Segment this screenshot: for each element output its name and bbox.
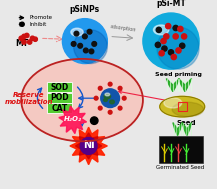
- Circle shape: [87, 29, 92, 34]
- Circle shape: [118, 106, 122, 110]
- Circle shape: [108, 110, 112, 114]
- Circle shape: [30, 36, 35, 40]
- Text: pSiNPs: pSiNPs: [70, 5, 100, 14]
- Circle shape: [89, 49, 94, 54]
- Circle shape: [78, 43, 82, 48]
- Ellipse shape: [104, 94, 111, 99]
- Circle shape: [19, 36, 23, 40]
- Circle shape: [20, 22, 24, 26]
- Polygon shape: [166, 79, 179, 92]
- FancyBboxPatch shape: [47, 93, 72, 103]
- Text: Seed: Seed: [176, 120, 196, 126]
- Circle shape: [71, 42, 76, 46]
- Circle shape: [122, 96, 126, 100]
- Ellipse shape: [157, 27, 199, 69]
- Ellipse shape: [110, 100, 114, 104]
- Ellipse shape: [153, 25, 169, 35]
- Ellipse shape: [21, 59, 143, 141]
- Circle shape: [164, 34, 169, 39]
- Circle shape: [168, 50, 174, 55]
- Polygon shape: [182, 122, 192, 136]
- Text: Reserve
mobilization: Reserve mobilization: [5, 92, 53, 105]
- Circle shape: [155, 42, 161, 47]
- Ellipse shape: [164, 98, 182, 108]
- Text: Germinated Seed: Germinated Seed: [156, 165, 204, 170]
- Circle shape: [171, 54, 176, 60]
- Circle shape: [166, 23, 171, 29]
- Polygon shape: [76, 133, 102, 159]
- Text: Inhibit: Inhibit: [30, 22, 47, 27]
- Polygon shape: [173, 122, 182, 136]
- Circle shape: [94, 96, 98, 100]
- Circle shape: [143, 13, 199, 69]
- Circle shape: [80, 138, 97, 154]
- FancyBboxPatch shape: [159, 136, 203, 163]
- Circle shape: [173, 34, 178, 39]
- Circle shape: [118, 86, 122, 90]
- Circle shape: [28, 40, 32, 44]
- Text: pSi-MT: pSi-MT: [156, 0, 186, 8]
- Circle shape: [180, 43, 185, 48]
- FancyBboxPatch shape: [47, 103, 72, 113]
- Circle shape: [162, 46, 167, 51]
- Circle shape: [178, 26, 183, 32]
- Circle shape: [74, 31, 79, 36]
- Circle shape: [161, 39, 166, 44]
- Polygon shape: [178, 79, 192, 92]
- Circle shape: [22, 34, 26, 39]
- Polygon shape: [59, 106, 87, 134]
- Circle shape: [176, 48, 181, 53]
- Circle shape: [108, 82, 112, 86]
- Text: CAT: CAT: [51, 104, 68, 112]
- Ellipse shape: [105, 93, 110, 96]
- Ellipse shape: [104, 99, 107, 101]
- FancyBboxPatch shape: [47, 82, 72, 92]
- Circle shape: [98, 86, 102, 90]
- Circle shape: [181, 34, 187, 39]
- Text: POD: POD: [50, 93, 69, 102]
- Text: Seed priming: Seed priming: [155, 72, 202, 77]
- Circle shape: [156, 27, 161, 33]
- Text: SOD: SOD: [51, 83, 69, 92]
- Circle shape: [33, 37, 37, 41]
- Text: adsorption: adsorption: [110, 24, 137, 33]
- Circle shape: [25, 33, 29, 38]
- Circle shape: [92, 42, 97, 46]
- Circle shape: [84, 48, 88, 53]
- Circle shape: [82, 34, 87, 39]
- Text: H₂O₂: H₂O₂: [64, 116, 82, 122]
- Text: MT: MT: [16, 40, 29, 48]
- Text: Ni: Ni: [83, 140, 94, 150]
- Polygon shape: [70, 127, 107, 165]
- Circle shape: [62, 19, 107, 64]
- Circle shape: [22, 40, 26, 44]
- Circle shape: [159, 51, 164, 56]
- Circle shape: [173, 25, 178, 31]
- Ellipse shape: [172, 102, 204, 117]
- Text: Promote: Promote: [30, 15, 53, 20]
- Ellipse shape: [74, 30, 107, 64]
- Ellipse shape: [160, 96, 205, 117]
- Circle shape: [90, 117, 98, 124]
- Ellipse shape: [71, 28, 83, 36]
- Circle shape: [101, 89, 120, 108]
- Circle shape: [98, 106, 102, 110]
